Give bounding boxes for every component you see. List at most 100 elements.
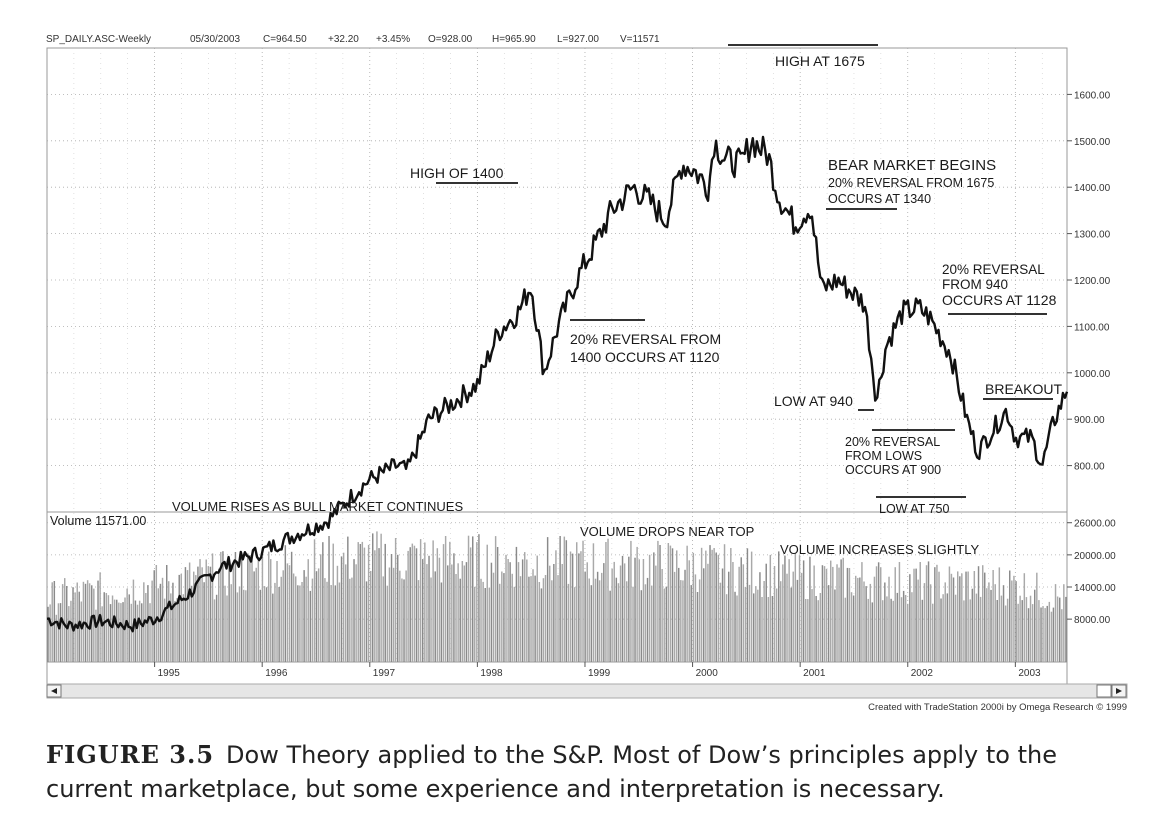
volume-bar — [767, 597, 770, 662]
volume-bar — [907, 603, 909, 662]
volume-bar — [778, 551, 780, 662]
annotation-rev1400-1: 20% REVERSAL FROM — [570, 331, 721, 347]
volume-bar — [226, 595, 228, 662]
volume-bar — [540, 588, 543, 662]
volume-bar — [155, 565, 158, 662]
volume-bar — [800, 572, 803, 662]
volume-bar — [336, 565, 339, 662]
tradestation-credit: Created with TradeStation 2000i by Omega… — [868, 702, 1127, 713]
volume-bar — [638, 559, 640, 662]
volume-bar — [623, 563, 626, 662]
volume-bar — [959, 576, 961, 662]
volume-bar — [438, 557, 441, 662]
volume-bar — [530, 576, 532, 662]
volume-bar — [195, 575, 197, 662]
year-tick-label: 2001 — [803, 668, 826, 679]
volume-bar — [116, 599, 118, 662]
volume-bar — [940, 598, 942, 662]
volume-bar — [68, 606, 70, 662]
volume-bar — [775, 588, 778, 662]
volume-bar — [265, 587, 268, 662]
volume-bar — [586, 562, 588, 662]
volume-bar — [634, 557, 636, 662]
volume-bar — [201, 567, 203, 662]
volume-bar — [301, 582, 303, 662]
volume-bar — [744, 586, 747, 662]
annotation-high-1675: HIGH AT 1675 — [775, 53, 865, 69]
scroll-thumb[interactable] — [1096, 684, 1112, 698]
volume-bar — [342, 552, 345, 662]
volume-bar — [380, 533, 382, 662]
volume-bar — [524, 552, 526, 662]
volume-bar — [136, 604, 139, 662]
volume-bar — [334, 585, 337, 662]
volume-bar — [297, 585, 299, 662]
volume-bar — [1025, 597, 1028, 662]
annotation-bear-reversal-1: 20% REVERSAL FROM 1675 — [828, 176, 994, 190]
volume-bar — [921, 599, 924, 662]
volume-bar — [915, 568, 917, 662]
volume-bar — [122, 602, 124, 662]
volume-bar — [996, 600, 998, 662]
volume-bar — [290, 551, 293, 662]
annotation-volume-increases: VOLUME INCREASES SLIGHTLY — [780, 542, 979, 557]
volume-bar — [542, 578, 545, 662]
volume-bar — [761, 597, 763, 662]
volume-bar — [902, 590, 905, 662]
volume-bar — [347, 536, 349, 662]
volume-bar — [890, 598, 892, 662]
volume-bar — [850, 592, 853, 662]
volume-bar — [601, 572, 603, 662]
annotation-lows-1: 20% REVERSAL — [845, 435, 940, 449]
annotation-rev940-3: OCCURS AT 1128 — [942, 292, 1057, 308]
volume-bar — [538, 582, 541, 662]
volume-bar — [353, 559, 355, 662]
volume-bar — [482, 581, 484, 662]
scrollbar-track[interactable] — [46, 683, 1128, 699]
volume-bar — [238, 586, 241, 662]
volume-bar — [961, 573, 963, 662]
price-tick-label: 1600.00 — [1074, 90, 1111, 101]
volume-bar — [461, 561, 464, 662]
volume-bar — [305, 576, 307, 662]
volume-bar — [178, 574, 180, 662]
volume-bar — [384, 543, 386, 662]
volume-bar — [732, 562, 734, 662]
volume-bar — [632, 586, 634, 662]
volume-bar — [755, 586, 757, 662]
volume-bar — [821, 565, 824, 662]
volume-bar — [472, 536, 474, 662]
volume-bar — [280, 576, 282, 662]
volume-bar — [199, 559, 201, 662]
volume-bar — [484, 588, 486, 662]
volume-bar — [215, 594, 218, 662]
volume-bar — [680, 580, 682, 662]
volume-bar — [590, 585, 593, 662]
volume-bar — [713, 548, 715, 662]
volume-bar — [682, 580, 684, 662]
volume-bar — [663, 588, 665, 662]
volume-bar — [998, 567, 1001, 662]
scrollbar[interactable] — [46, 683, 1128, 699]
volume-bar — [292, 573, 295, 662]
volume-bar — [642, 559, 645, 662]
volume-bar — [609, 590, 611, 662]
volume-bar — [748, 584, 751, 662]
volume-bar — [730, 548, 732, 662]
volume-bar — [551, 580, 553, 662]
annotation-rev940-1: 20% REVERSAL — [942, 262, 1045, 277]
volume-bar — [424, 542, 426, 662]
volume-bar — [580, 551, 582, 662]
volume-bar — [340, 556, 343, 662]
volume-bar — [1027, 608, 1030, 662]
volume-bar — [1042, 606, 1044, 662]
volume-bar — [954, 594, 957, 662]
volume-bar — [513, 586, 516, 662]
volume-bar — [176, 598, 178, 662]
price-tick-label: 1500.00 — [1074, 137, 1111, 148]
volume-bar — [1050, 611, 1053, 662]
annotation-low-940: LOW AT 940 — [774, 393, 853, 409]
annotation-breakout: BREAKOUT — [985, 381, 1062, 397]
volume-bar — [120, 603, 122, 662]
volume-bar — [723, 544, 726, 662]
